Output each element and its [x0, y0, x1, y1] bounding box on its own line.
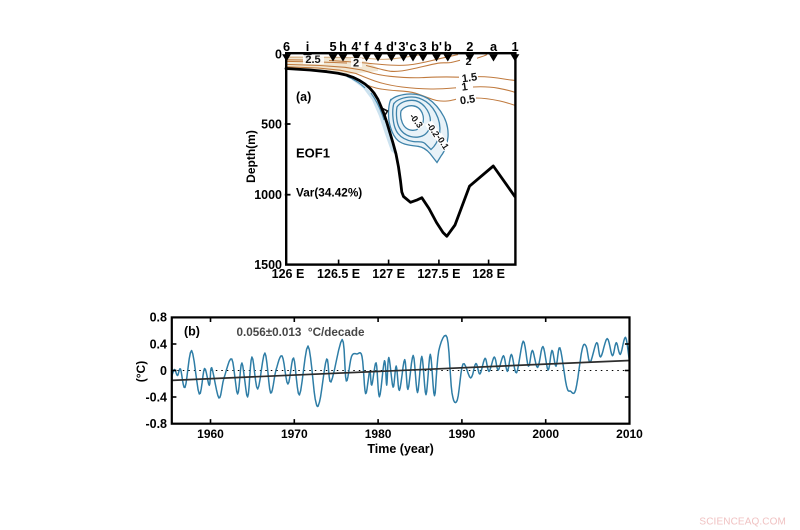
- svg-text:1: 1: [511, 39, 518, 54]
- svg-text:1500: 1500: [254, 258, 282, 272]
- svg-text:2: 2: [353, 58, 359, 70]
- svg-text:h: h: [339, 39, 347, 54]
- svg-text:1.5: 1.5: [461, 71, 478, 85]
- svg-text:c: c: [409, 39, 416, 54]
- svg-text:4': 4': [351, 39, 361, 54]
- svg-text:a: a: [490, 39, 498, 54]
- svg-text:126 E: 126 E: [272, 267, 305, 281]
- svg-text:(b): (b): [184, 325, 200, 339]
- svg-text:128 E: 128 E: [472, 267, 505, 281]
- svg-text:1000: 1000: [254, 188, 282, 202]
- svg-text:0.8: 0.8: [150, 311, 167, 325]
- svg-text:b': b': [431, 39, 442, 54]
- svg-text:0.4: 0.4: [150, 337, 167, 351]
- svg-text:f: f: [364, 39, 369, 54]
- svg-text:126.5 E: 126.5 E: [317, 267, 360, 281]
- svg-text:1980: 1980: [365, 427, 392, 441]
- svg-text:127 E: 127 E: [372, 267, 405, 281]
- svg-text:2010: 2010: [616, 427, 643, 441]
- svg-text:EOF1: EOF1: [296, 146, 330, 161]
- svg-text:(°C): (°C): [134, 361, 148, 382]
- svg-text:500: 500: [261, 117, 282, 131]
- svg-text:d': d': [386, 39, 397, 54]
- svg-text:1970: 1970: [281, 427, 308, 441]
- svg-text:0.5: 0.5: [459, 93, 476, 107]
- svg-text:6: 6: [283, 39, 290, 54]
- svg-text:SCIENCEAQ.COM: SCIENCEAQ.COM: [699, 517, 786, 528]
- svg-text:1990: 1990: [449, 427, 476, 441]
- svg-text:3': 3': [398, 39, 408, 54]
- svg-text:1: 1: [461, 81, 469, 94]
- svg-text:2.5: 2.5: [305, 54, 320, 66]
- svg-text:0: 0: [160, 364, 167, 378]
- svg-text:0: 0: [275, 48, 282, 62]
- svg-text:127.5 E: 127.5 E: [417, 267, 460, 281]
- svg-text:2: 2: [466, 39, 473, 54]
- svg-text:5: 5: [329, 39, 336, 54]
- svg-text:(a): (a): [296, 90, 311, 104]
- svg-text:b: b: [444, 39, 452, 54]
- svg-text:3: 3: [419, 39, 426, 54]
- svg-text:1960: 1960: [197, 427, 224, 441]
- svg-text:2000: 2000: [532, 427, 559, 441]
- svg-text:4: 4: [374, 39, 382, 54]
- svg-text:Depth(m): Depth(m): [244, 130, 258, 183]
- svg-text:-0.4: -0.4: [145, 390, 167, 404]
- svg-text:Var(34.42%): Var(34.42%): [296, 186, 362, 200]
- svg-text:Time (year): Time (year): [367, 442, 433, 456]
- svg-text:2: 2: [465, 56, 471, 68]
- svg-text:i: i: [306, 39, 310, 54]
- svg-text:0.056±0.013 °C/decade: 0.056±0.013 °C/decade: [237, 326, 366, 339]
- svg-text:-0.8: -0.8: [145, 417, 167, 431]
